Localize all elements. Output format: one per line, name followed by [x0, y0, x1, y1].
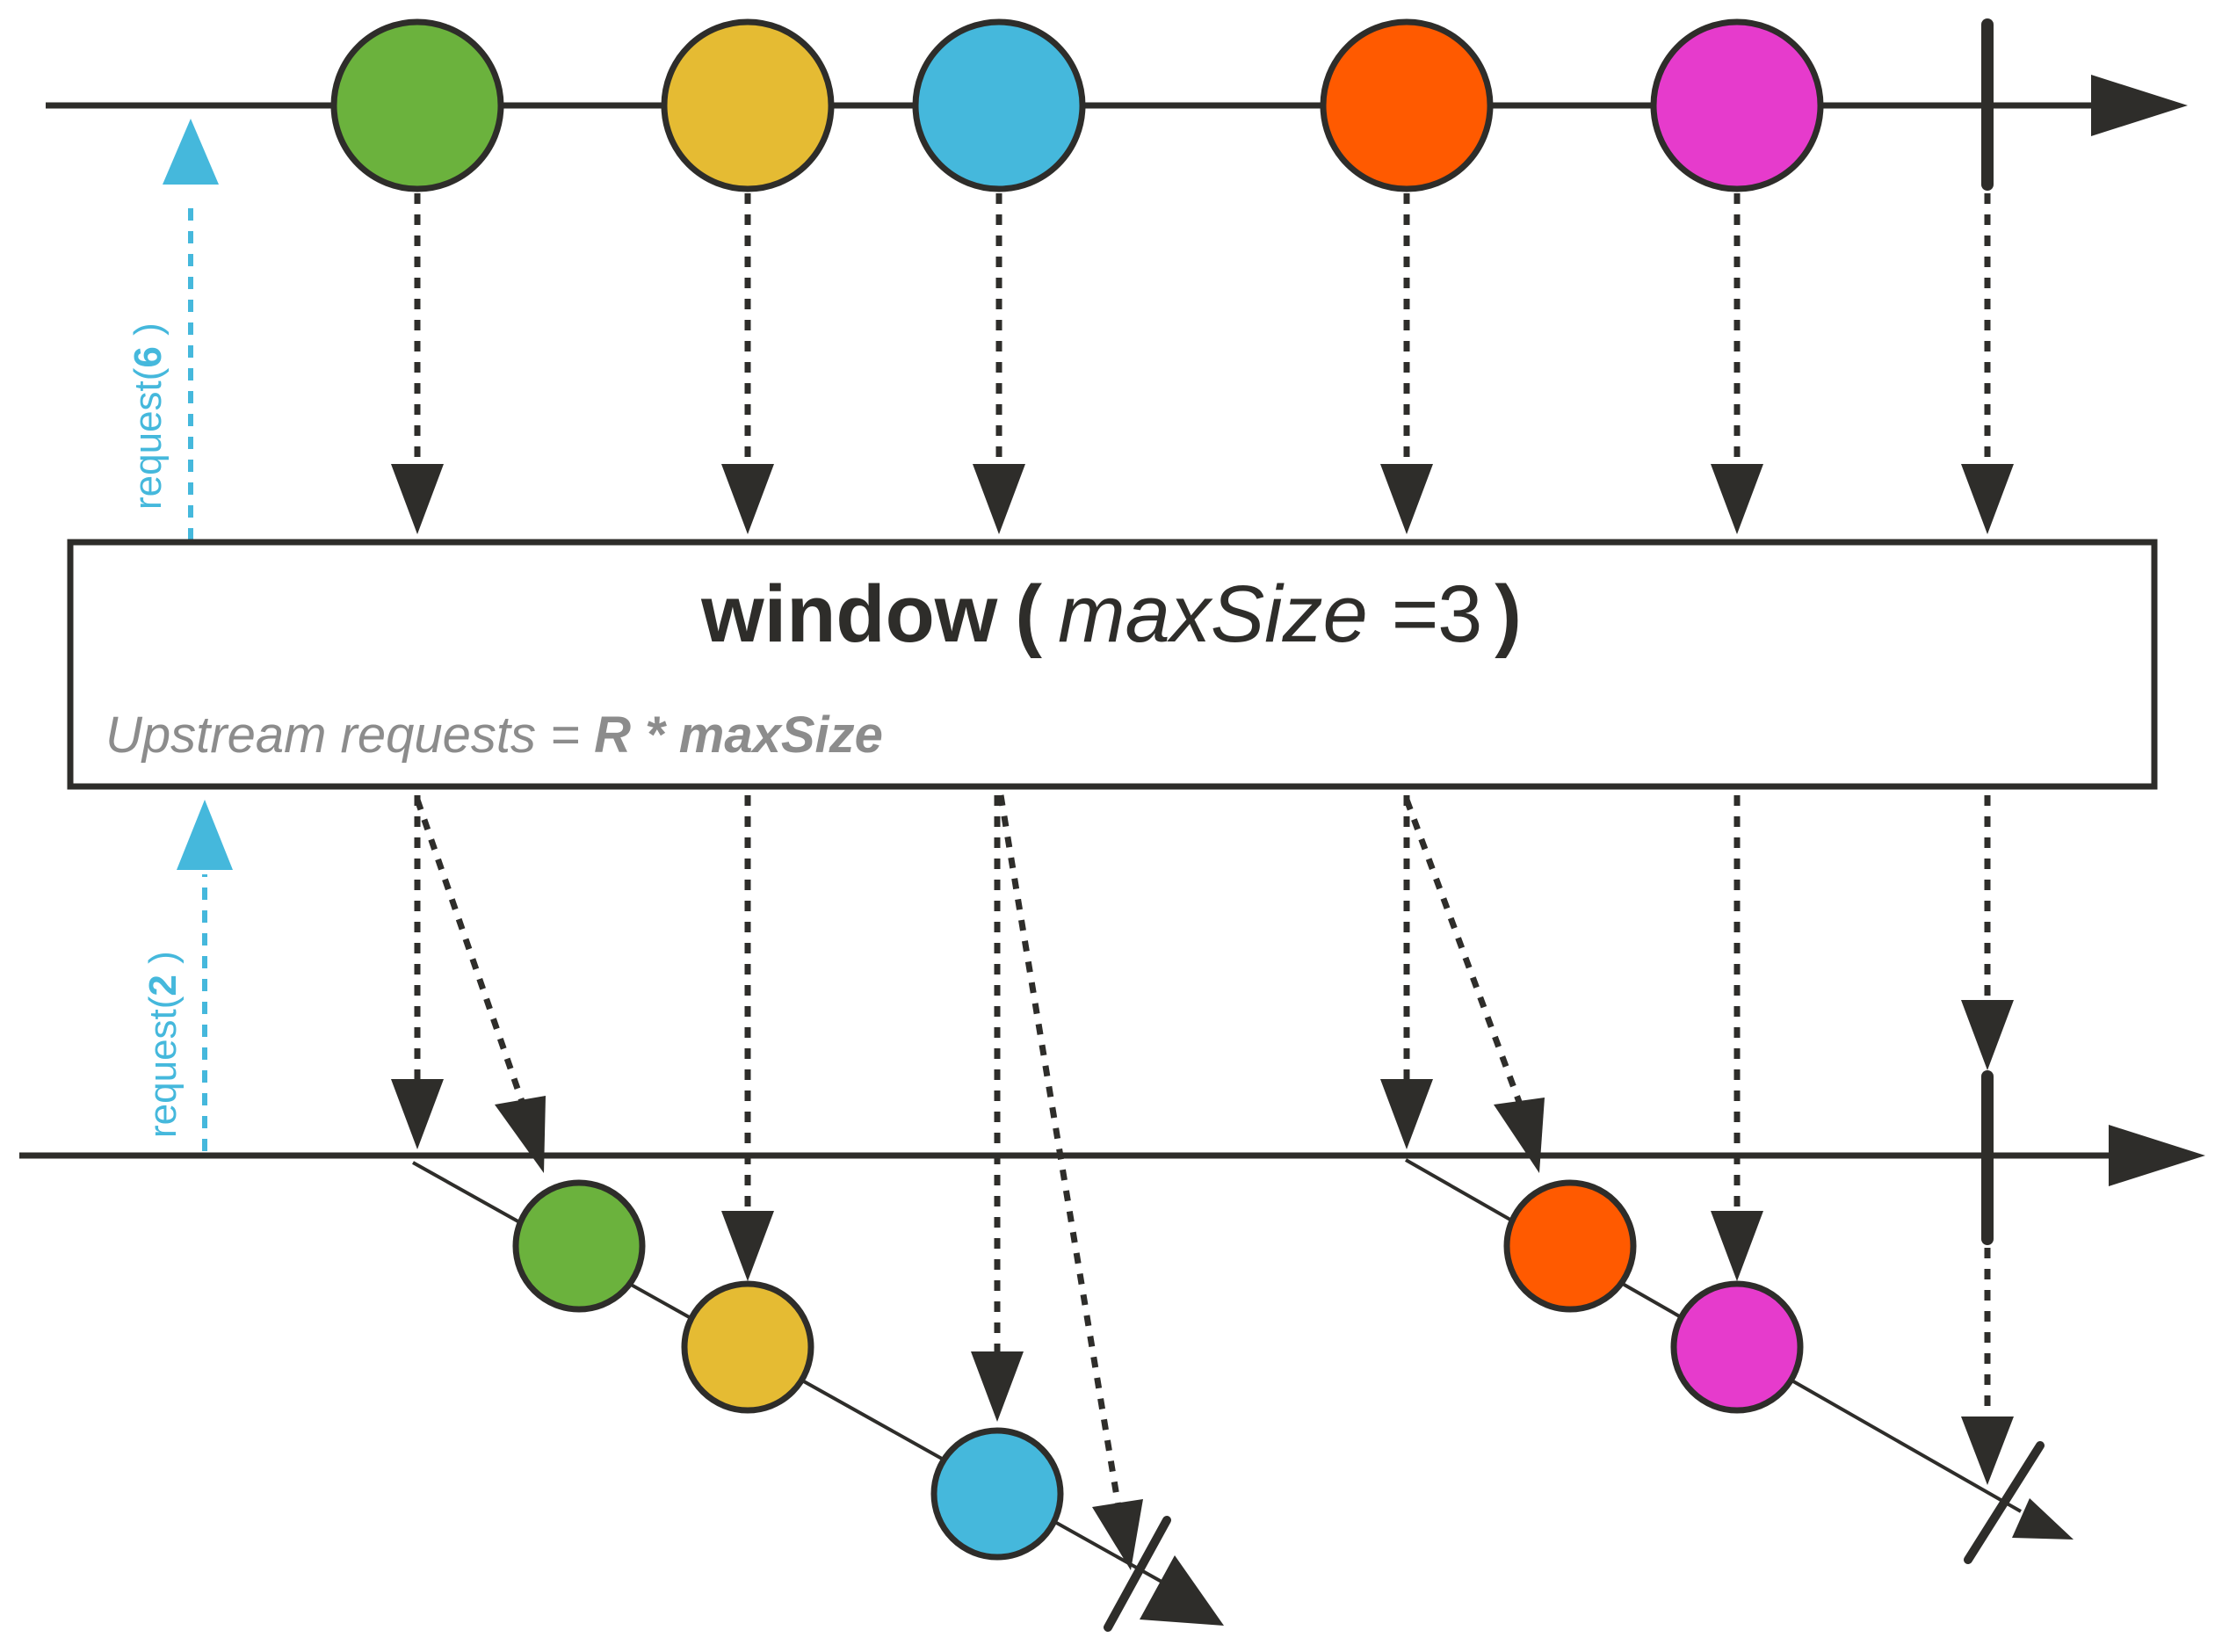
drop-head-window-2-orange — [1494, 1098, 1545, 1173]
downstream-arrowhead — [2109, 1125, 2205, 1186]
drop-head-window-1-green — [495, 1096, 546, 1173]
drop-head-yellow — [721, 464, 774, 534]
drop-head-window-1-open — [391, 1079, 444, 1149]
drop-window-1-green — [414, 798, 528, 1111]
upstream-request-label: request(6 ) — [127, 322, 170, 510]
window-2-timeline — [1405, 1158, 2074, 1564]
upstream-request: request(6 ) — [127, 119, 219, 540]
drop-head-window-1-blue — [971, 1351, 1024, 1422]
drop-head-window-1-complete — [1092, 1499, 1143, 1570]
downstream-drops — [414, 794, 1991, 1508]
upstream-drops — [414, 193, 1991, 466]
operator-title: window(maxSize =3) — [700, 569, 1522, 659]
downstream-request: request(2 ) — [141, 800, 233, 1151]
drop-head-complete — [1961, 464, 2014, 534]
window-2-arrowhead — [2012, 1498, 2074, 1540]
upstream-marbles — [330, 18, 1824, 192]
upstream-arrowhead — [2091, 75, 2188, 136]
downstream-request-arrowhead — [177, 800, 233, 870]
drop-head-blue — [973, 464, 1025, 534]
upstream-marble-yellow — [661, 18, 835, 192]
window-1-timeline — [412, 1161, 1224, 1632]
upstream-request-arrowhead — [163, 119, 219, 185]
window-1-marble-green — [512, 1179, 646, 1313]
downstream-request-label: request(2 ) — [141, 951, 185, 1138]
drop-head-window-2-magenta — [1711, 1211, 1763, 1281]
drop-head-downstream-complete — [1961, 1000, 2014, 1070]
upstream-marble-green — [330, 18, 504, 192]
drop-head-window-2-complete — [1961, 1417, 2014, 1485]
drop-head-window-1-yellow — [721, 1211, 774, 1281]
window-1-arrowhead — [1140, 1555, 1224, 1626]
drop-window-1-complete — [997, 794, 1122, 1508]
upstream-marble-magenta — [1650, 18, 1824, 192]
window-2-complete-marker — [1964, 1441, 2045, 1564]
window-2-marble-magenta — [1670, 1280, 1804, 1414]
downstream-drop-heads — [391, 1000, 2014, 1570]
operator-rect — [67, 539, 2158, 790]
downstream-timeline — [19, 1070, 2205, 1245]
drop-head-magenta — [1711, 464, 1763, 534]
window-2-marble-orange — [1503, 1179, 1637, 1313]
drop-head-green — [391, 464, 444, 534]
drop-head-orange — [1380, 464, 1433, 534]
window-1-marble-blue — [930, 1427, 1064, 1561]
drop-head-window-2-open — [1380, 1079, 1433, 1149]
operator-box: window(maxSize =3) Upstream requests = R… — [67, 539, 2158, 790]
upstream-drop-heads — [391, 464, 2014, 534]
window-1-marble-yellow — [681, 1280, 814, 1414]
window-1-complete-marker — [1104, 1516, 1171, 1632]
drop-window-2-orange — [1403, 798, 1525, 1111]
upstream-marble-orange — [1320, 18, 1494, 192]
operator-note: Upstream requests = R * maxSize — [105, 706, 883, 764]
upstream-marble-blue — [912, 18, 1086, 192]
